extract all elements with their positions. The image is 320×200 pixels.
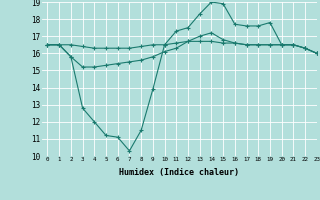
X-axis label: Humidex (Indice chaleur): Humidex (Indice chaleur) <box>119 168 239 177</box>
